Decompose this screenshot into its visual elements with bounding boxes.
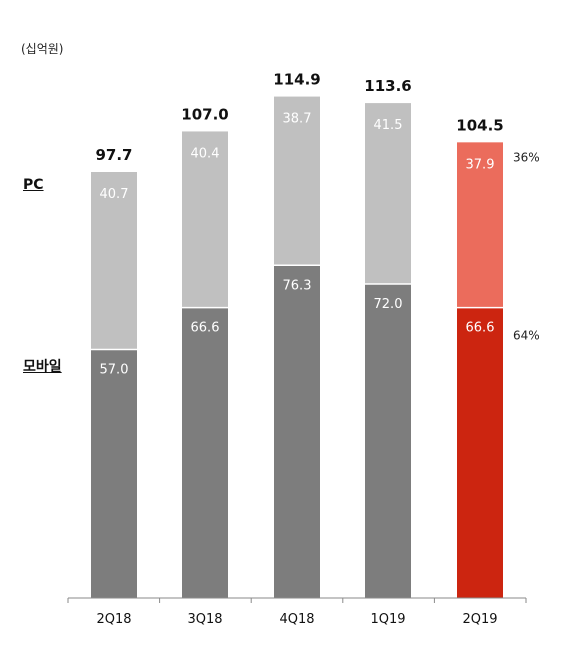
data-label-mobile-4Q18: 76.3 bbox=[283, 278, 312, 293]
bar-pc-4Q18 bbox=[274, 96, 320, 266]
bar-mobile-4Q18 bbox=[274, 265, 320, 598]
total-label-2Q18: 97.7 bbox=[95, 146, 132, 164]
data-label-pc-3Q18: 40.4 bbox=[191, 146, 220, 161]
data-label-mobile-3Q18: 66.6 bbox=[191, 321, 220, 336]
data-label-mobile-2Q19: 66.6 bbox=[466, 321, 495, 336]
data-label-mobile-2Q18: 57.0 bbox=[100, 362, 129, 377]
unit-label: (십억원) bbox=[21, 42, 64, 56]
data-label-pc-2Q19: 37.9 bbox=[466, 157, 495, 172]
total-label-2Q19: 104.5 bbox=[456, 116, 503, 134]
data-label-pc-1Q19: 41.5 bbox=[374, 118, 403, 133]
data-label-pc-4Q18: 38.7 bbox=[283, 112, 312, 127]
bar-mobile-2Q18 bbox=[91, 349, 137, 598]
bar-pc-1Q19 bbox=[365, 103, 411, 285]
bar-pc-2Q18 bbox=[91, 171, 137, 350]
x-tick-label-2Q18: 2Q18 bbox=[96, 612, 131, 627]
total-label-1Q19: 113.6 bbox=[364, 77, 411, 95]
bar-pc-2Q19 bbox=[457, 142, 503, 308]
x-tick-label-4Q18: 4Q18 bbox=[279, 612, 314, 627]
data-label-pc-2Q18: 40.7 bbox=[100, 187, 129, 202]
data-label-mobile-1Q19: 72.0 bbox=[374, 297, 403, 312]
mobile-segment-label: 모바일 bbox=[23, 359, 62, 375]
share-label-mobile: 64% bbox=[513, 329, 540, 343]
share-label-pc: 36% bbox=[513, 150, 540, 164]
total-label-4Q18: 114.9 bbox=[273, 71, 320, 89]
total-label-3Q18: 107.0 bbox=[181, 105, 228, 123]
x-tick-label-3Q18: 3Q18 bbox=[187, 612, 222, 627]
bar-mobile-3Q18 bbox=[182, 307, 228, 598]
x-tick-label-2Q19: 2Q19 bbox=[462, 612, 497, 627]
bar-mobile-1Q19 bbox=[365, 284, 411, 598]
bar-mobile-2Q19 bbox=[457, 307, 503, 598]
pc-segment-label: PC bbox=[23, 177, 44, 193]
x-tick-label-1Q19: 1Q19 bbox=[370, 612, 405, 627]
bar-pc-3Q18 bbox=[182, 131, 228, 308]
